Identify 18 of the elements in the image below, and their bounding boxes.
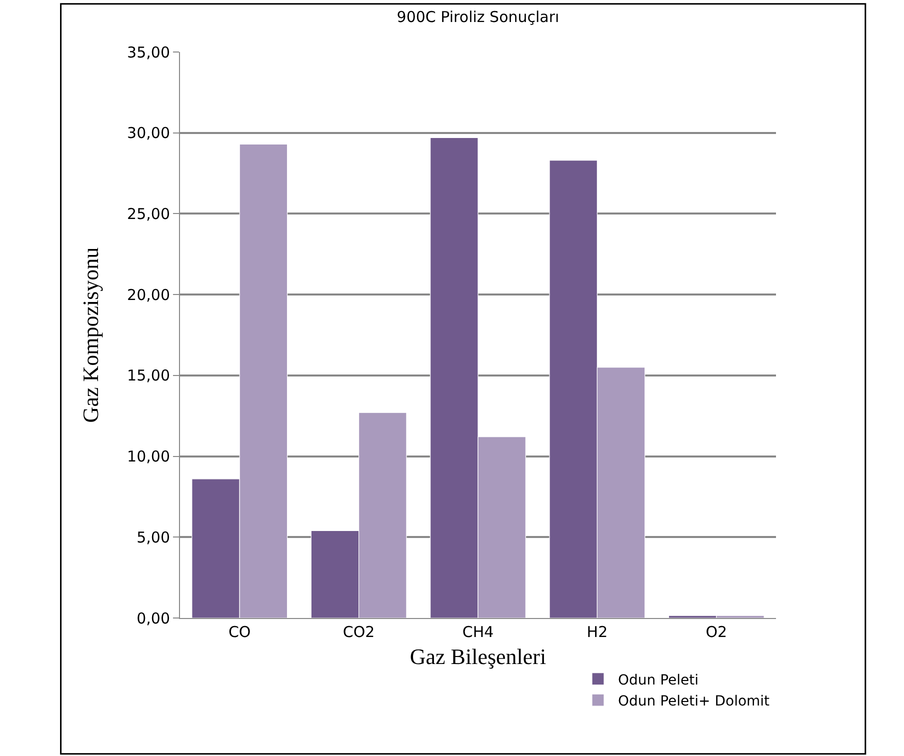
y-tick-label: 10,00 [127, 448, 170, 466]
x-tick-label: H2 [586, 623, 608, 641]
y-tick-label: 0,00 [136, 609, 170, 628]
x-axis-title: Gaz Bileşenleri [410, 644, 546, 669]
y-tick-label: 20,00 [127, 286, 170, 304]
legend-label: Odun Peleti [618, 672, 699, 688]
x-tick-label: O2 [706, 623, 728, 641]
x-tick-label: CH4 [462, 623, 494, 641]
chart-title: 900C Piroliz Sonuçları [396, 8, 560, 26]
x-tick-label: CO2 [342, 623, 375, 641]
x-tick-label: CO [228, 623, 251, 641]
y-tick-label: 30,00 [127, 124, 170, 142]
y-tick-label: 35,00 [127, 43, 170, 62]
y-tick-label: 25,00 [127, 204, 170, 223]
legend-label: Odun Peleti+ Dolomit [618, 694, 770, 710]
y-tick-label: 15,00 [127, 366, 170, 385]
y-axis-title: Gaz Kompozisyonu [78, 247, 103, 423]
y-tick-label: 5,00 [136, 528, 170, 546]
